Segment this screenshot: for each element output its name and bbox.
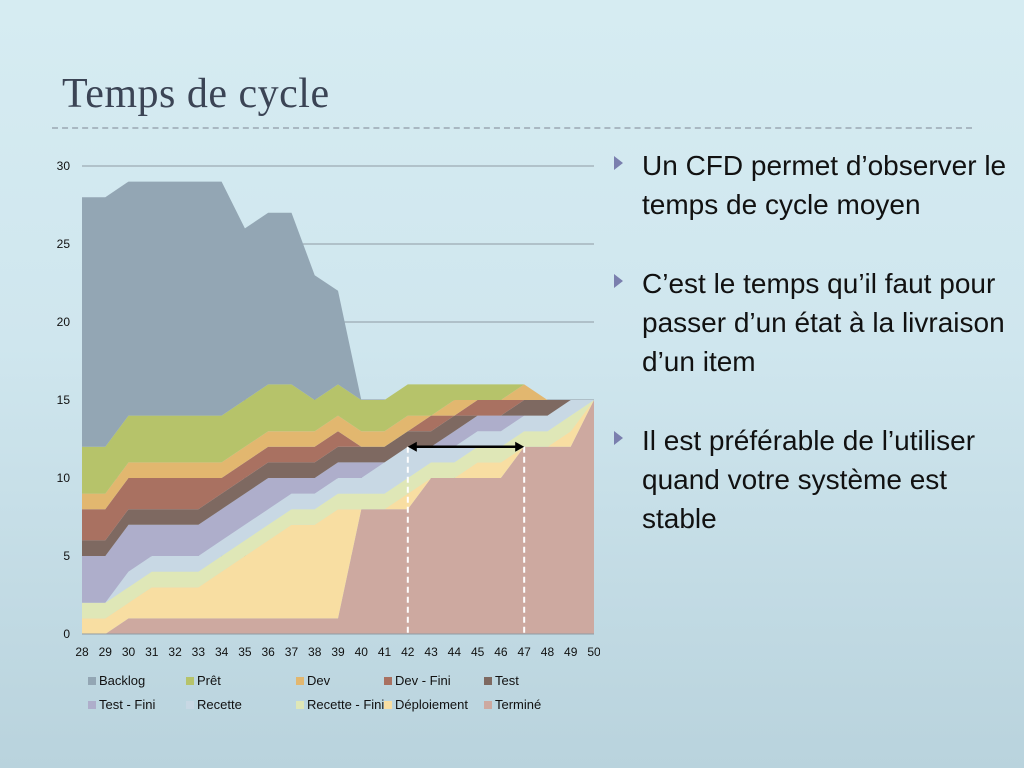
legend-item: Dev [296, 673, 330, 688]
area-series-prêt [82, 384, 594, 494]
x-tick-label: 29 [99, 645, 113, 659]
y-tick-label: 10 [57, 471, 71, 485]
x-tick-label: 33 [192, 645, 206, 659]
bullet-item: C’est le temps qu’il faut pour passer d’… [612, 264, 1012, 381]
x-tick-label: 48 [541, 645, 555, 659]
x-tick-label: 49 [564, 645, 578, 659]
legend-label: Déploiement [395, 697, 468, 712]
legend-label: Terminé [495, 697, 542, 712]
legend-swatch [296, 676, 304, 685]
legend-item: Test [484, 673, 519, 688]
x-tick-label: 30 [122, 645, 136, 659]
y-tick-label: 0 [63, 627, 70, 641]
legend-swatch [296, 700, 304, 709]
y-tick-label: 25 [57, 237, 71, 251]
y-tick-label: 15 [57, 393, 71, 407]
legend-swatch [186, 700, 194, 709]
legend-item: Recette - Fini [296, 697, 384, 712]
area-series-déploiement [82, 400, 594, 634]
legend-item: Déploiement [384, 697, 468, 712]
area-series-recette [82, 400, 594, 603]
area-series-recette-fini [82, 400, 594, 619]
x-tick-label: 44 [448, 645, 462, 659]
x-tick-label: 42 [401, 645, 415, 659]
legend-item: Test - Fini [88, 697, 155, 712]
legend-swatch [186, 676, 194, 685]
x-tick-label: 37 [285, 645, 299, 659]
triangle-bullet-icon [614, 156, 623, 170]
arrow-head-right [515, 441, 525, 452]
legend-swatch [484, 676, 492, 685]
area-series-backlog [82, 181, 594, 447]
x-tick-label: 36 [262, 645, 276, 659]
area-series-test [82, 400, 594, 556]
x-tick-label: 32 [168, 645, 182, 659]
triangle-bullet-icon [614, 431, 623, 445]
triangle-bullet-icon [614, 274, 623, 288]
arrow-head-left [407, 441, 417, 452]
legend-swatch [88, 676, 96, 685]
x-tick-label: 28 [75, 645, 89, 659]
x-tick-label: 31 [145, 645, 159, 659]
bullet-item: Il est préférable de l’utiliser quand vo… [612, 421, 1012, 538]
area-series-terminé [82, 400, 594, 634]
y-tick-label: 30 [57, 159, 71, 173]
title-divider [52, 127, 972, 129]
x-tick-label: 43 [424, 645, 438, 659]
legend-label: Recette [197, 697, 242, 712]
bullet-text: Il est préférable de l’utiliser quand vo… [642, 425, 976, 534]
legend-item: Prêt [186, 673, 221, 688]
cfd-chart: 0 5 10 15 20 25 30 28 29 30 31 32 33 34 35 36 37 38 39 40 41… [57, 159, 600, 659]
legend-item: Dev - Fini [384, 673, 451, 688]
legend-label: Dev [307, 673, 331, 688]
bullet-text: Un CFD permet d’observer le temps de cyc… [642, 150, 1007, 220]
x-tick-label: 45 [471, 645, 485, 659]
legend-item: Backlog [88, 673, 145, 688]
legend-item: Terminé [484, 697, 541, 712]
legend-swatch [384, 700, 392, 709]
x-tick-label: 35 [238, 645, 252, 659]
legend-label: Dev - Fini [395, 673, 451, 688]
legend-label: Test - Fini [99, 697, 156, 712]
legend-label: Backlog [99, 673, 146, 688]
legend-item: Recette [186, 697, 242, 712]
x-tick-label: 50 [587, 645, 600, 659]
x-tick-label: 39 [331, 645, 345, 659]
y-tick-label: 5 [63, 549, 70, 563]
legend-label: Test [495, 673, 519, 688]
x-tick-label: 41 [378, 645, 392, 659]
x-tick-label: 38 [308, 645, 322, 659]
x-tick-label: 40 [355, 645, 369, 659]
legend-swatch [484, 700, 492, 709]
legend-swatch [88, 700, 96, 709]
area-series-dev [82, 384, 594, 510]
legend-label: Recette - Fini [307, 697, 385, 712]
bullet-text: C’est le temps qu’il faut pour passer d’… [642, 268, 1005, 377]
slide-title: Temps de cycle [62, 71, 330, 117]
x-tick-label: 46 [494, 645, 508, 659]
legend-label: Prêt [197, 673, 221, 688]
bullet-list: Un CFD permet d’observer le temps de cyc… [612, 146, 1012, 578]
bullet-item: Un CFD permet d’observer le temps de cyc… [612, 146, 1012, 224]
x-tick-label: 47 [518, 645, 532, 659]
legend-swatch [384, 676, 392, 685]
x-tick-label: 34 [215, 645, 229, 659]
y-tick-label: 20 [57, 315, 71, 329]
